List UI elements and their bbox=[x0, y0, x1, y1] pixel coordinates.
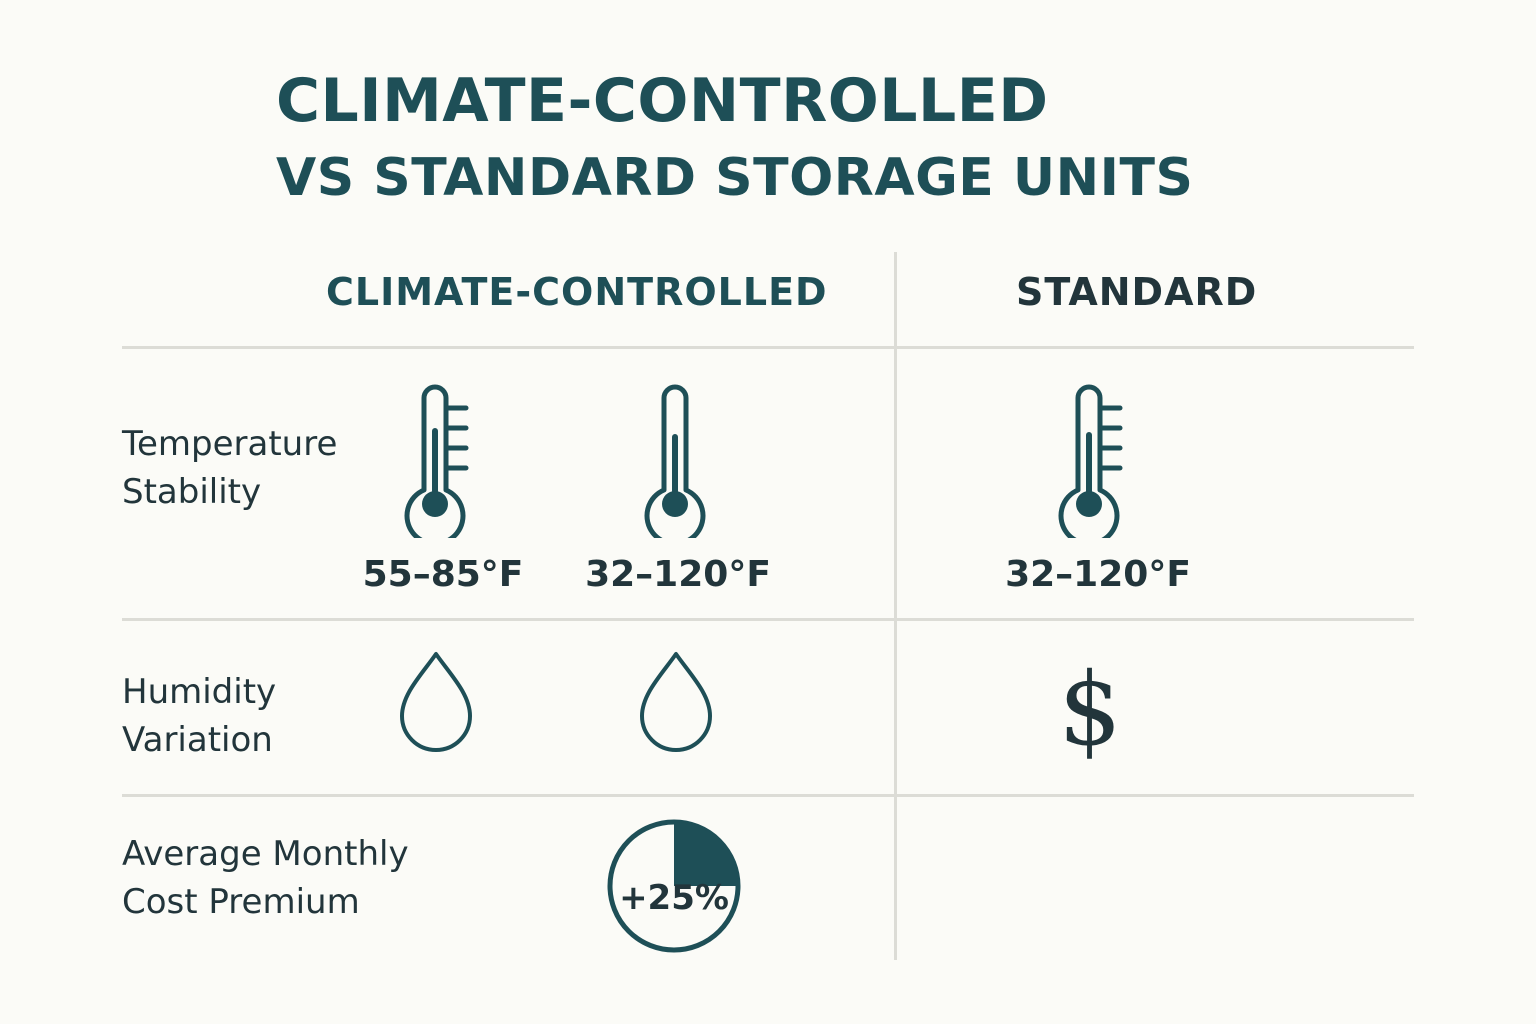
thermometer-icon bbox=[644, 384, 706, 538]
page-title-line-2: VS STANDARD STORAGE UNITS bbox=[276, 148, 1194, 208]
water-drop-icon bbox=[640, 652, 712, 752]
temperature-range-standard: 32–120°F bbox=[1005, 554, 1191, 595]
row-label-temperature: Temperature Stability bbox=[122, 420, 337, 516]
row-divider-humidity bbox=[122, 794, 1414, 797]
row-label-cost-line-2: Cost Premium bbox=[122, 882, 360, 922]
dollar-icon: $ bbox=[1058, 651, 1122, 768]
column-header-standard: STANDARD bbox=[1016, 270, 1258, 314]
temperature-range-climate-1: 55–85°F bbox=[362, 554, 524, 595]
row-label-humidity-line-1: Humidity bbox=[122, 672, 277, 712]
cost-premium-value: +25% bbox=[619, 878, 729, 918]
row-label-humidity-line-2: Variation bbox=[122, 720, 273, 760]
thermometer-icon bbox=[404, 384, 469, 538]
row-label-cost: Average Monthly Cost Premium bbox=[122, 830, 409, 926]
column-header-climate-controlled: CLIMATE-CONTROLLED bbox=[326, 270, 828, 314]
temperature-range-climate-2: 32–120°F bbox=[585, 554, 771, 595]
row-label-temperature-line-2: Stability bbox=[122, 472, 262, 512]
row-label-humidity: Humidity Variation bbox=[122, 668, 276, 764]
water-drop-icon bbox=[400, 652, 472, 752]
row-label-cost-line-1: Average Monthly bbox=[122, 834, 409, 874]
thermometer-icon bbox=[1058, 384, 1123, 538]
pie-icon bbox=[607, 819, 741, 953]
page-title-line-1: CLIMATE-CONTROLLED bbox=[276, 66, 1049, 136]
column-divider bbox=[894, 252, 897, 960]
row-label-temperature-line-1: Temperature bbox=[122, 424, 338, 464]
pie-slice-premium bbox=[674, 822, 738, 886]
row-divider-temperature bbox=[122, 618, 1414, 621]
row-divider-header bbox=[122, 346, 1414, 349]
